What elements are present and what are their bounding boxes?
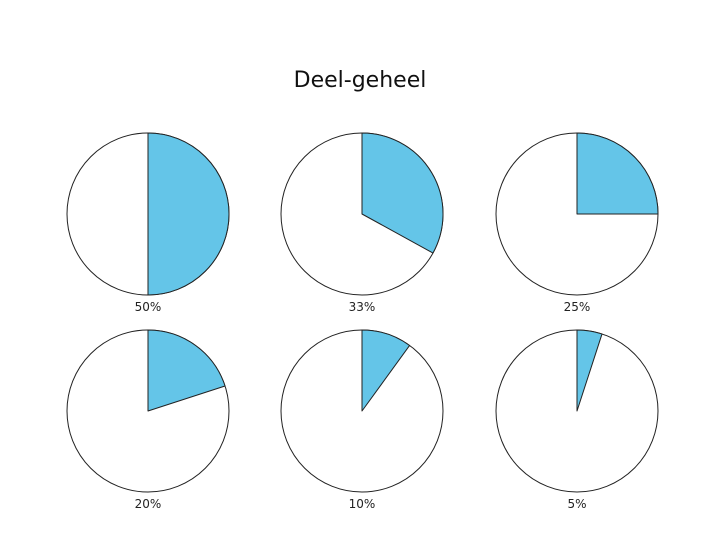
pie-highlight-slice	[576, 329, 603, 412]
pie-percent-label: 33%	[349, 300, 376, 314]
pie-percent-label: 5%	[567, 497, 586, 511]
pie-chart-4: 20%	[66, 329, 230, 511]
pie-highlight-slice	[147, 329, 226, 412]
pie-highlight-slice	[361, 132, 444, 254]
pie-highlight-slice	[576, 132, 659, 215]
pie-highlight-slice	[361, 329, 411, 412]
pie-chart-6: 5%	[495, 329, 659, 511]
pie-chart-1: 50%	[66, 132, 230, 314]
pie-percent-label: 10%	[349, 497, 376, 511]
pie-chart-3: 25%	[495, 132, 659, 314]
pie-percent-label: 25%	[564, 300, 591, 314]
pie-highlight-slice	[147, 132, 230, 296]
pie-chart-5: 10%	[280, 329, 444, 511]
pie-percent-label: 20%	[135, 497, 162, 511]
pie-chart-2: 33%	[280, 132, 444, 314]
pie-percent-label: 50%	[135, 300, 162, 314]
slide-title: Deel-geheel	[293, 68, 427, 93]
